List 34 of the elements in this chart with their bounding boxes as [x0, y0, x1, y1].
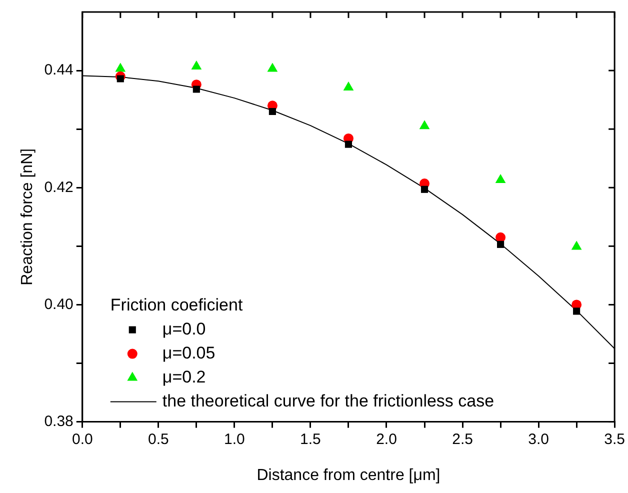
point — [571, 240, 582, 250]
x-tick-label: 1.0 — [224, 430, 245, 448]
y-axis-title: Reaction force [nN] — [19, 148, 36, 286]
point — [420, 186, 428, 193]
x-tick-label: 0.0 — [72, 430, 93, 448]
x-tick-label: 2.5 — [452, 430, 473, 448]
point — [573, 308, 580, 315]
legend-label: μ=0.0 — [162, 319, 206, 338]
x-tick-label: 1.5 — [300, 430, 321, 448]
point — [267, 62, 278, 72]
x-axis-title: Distance from centre [μm] — [256, 466, 440, 484]
legend-title: Friction coeficient — [110, 295, 243, 314]
point — [419, 120, 430, 130]
legend-label: the theoretical curve for the frictionless case — [162, 391, 494, 410]
y-tick-label: 0.42 — [44, 178, 74, 196]
x-tick-label: 2.0 — [376, 430, 397, 448]
legend-label: μ=0.05 — [162, 343, 216, 362]
point — [268, 108, 276, 116]
point — [344, 140, 352, 148]
y-tick-label: 0.40 — [44, 296, 74, 313]
point — [343, 82, 354, 91]
legend-label: μ=0.2 — [162, 367, 206, 386]
x-tick-label: 3.5 — [604, 430, 626, 448]
point — [192, 86, 200, 93]
x-tick-label: 0.5 — [148, 430, 169, 448]
y-tick-label: 0.44 — [44, 62, 74, 79]
y-tick-label: 0.38 — [44, 412, 74, 430]
point — [191, 60, 202, 70]
point — [116, 75, 124, 82]
x-tick-label: 3.0 — [528, 430, 549, 448]
point — [497, 240, 504, 248]
point — [496, 232, 506, 242]
point — [495, 174, 506, 184]
point — [115, 62, 126, 72]
